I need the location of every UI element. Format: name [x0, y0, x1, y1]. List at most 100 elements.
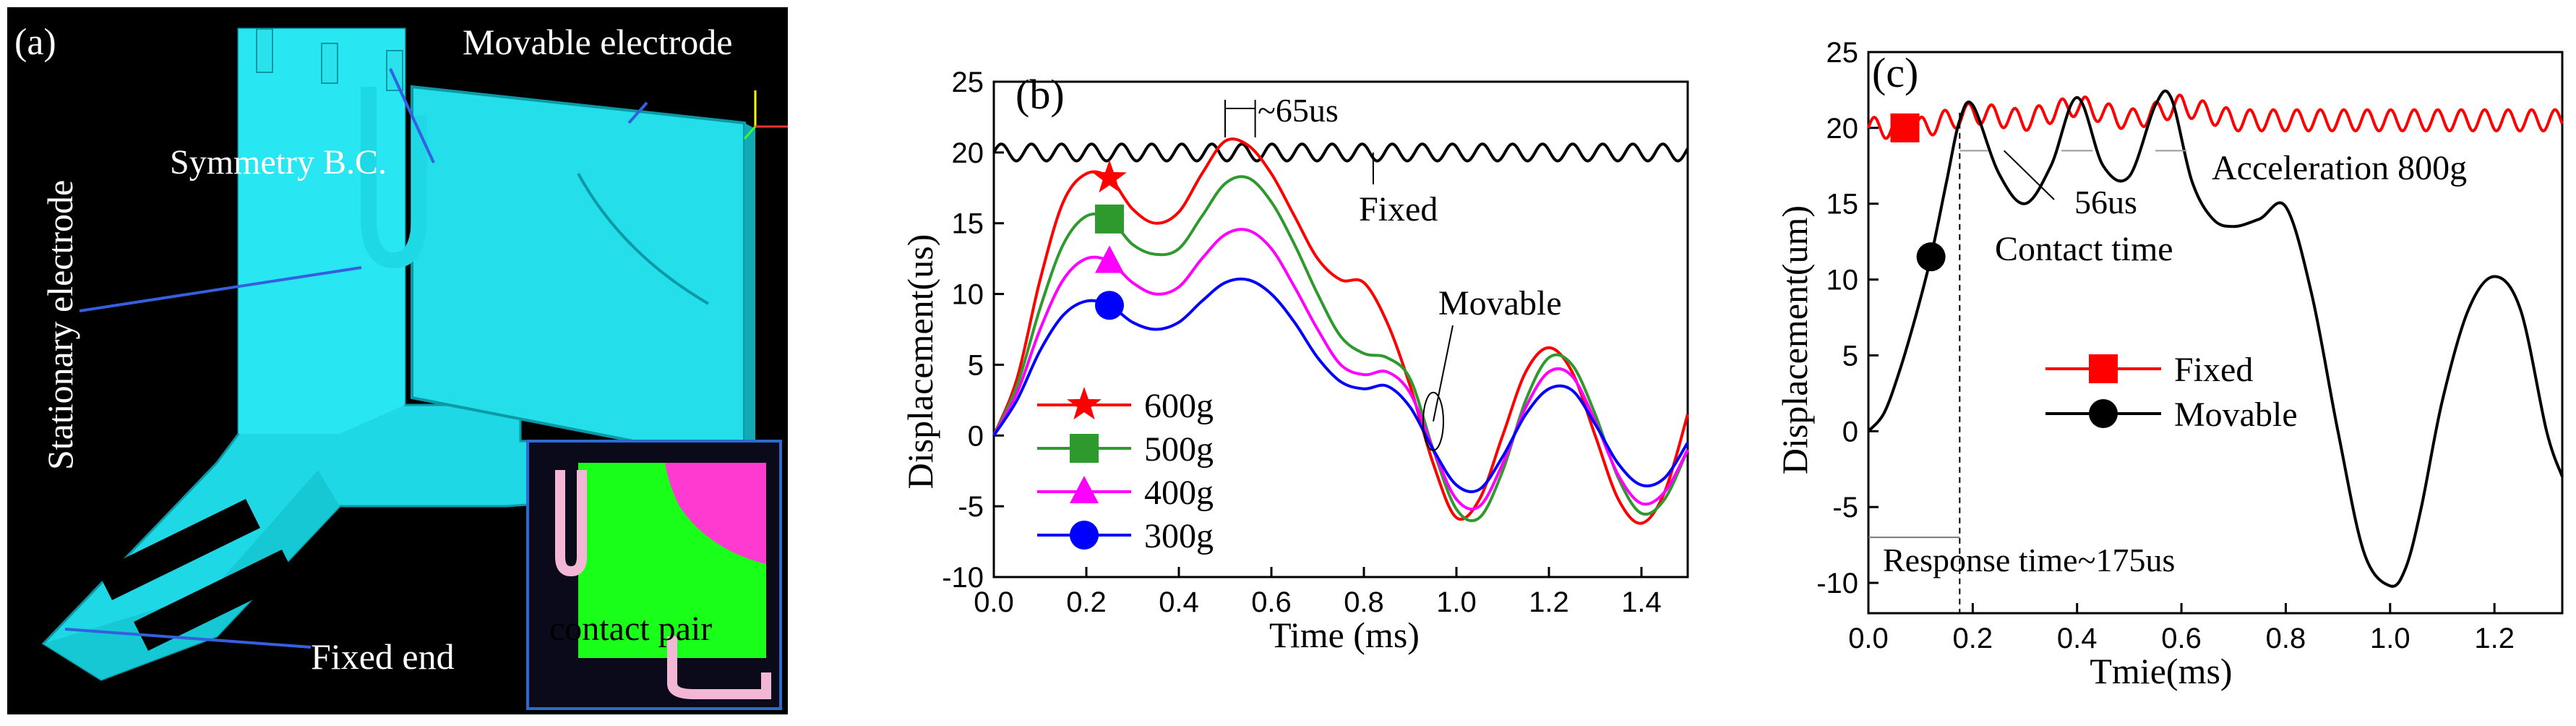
chart-c-ticks: 0.0 0.2 0.4 0.6 0.8 1.0 1.2 -10 -5 0 5 10 15 20 25 — [1816, 37, 2515, 654]
arrow-symmetry — [389, 68, 435, 163]
panel-a-label: (a) — [14, 22, 56, 63]
inset-spring-2 — [667, 636, 771, 699]
chart-c-ytick-label: 25 — [1826, 37, 1859, 69]
arrow-stationary — [79, 266, 362, 312]
base-slot-1 — [98, 499, 260, 600]
chart-b-ytick-label: 0 — [968, 420, 984, 452]
chart-c-xtick-label: 0.8 — [2266, 623, 2306, 654]
chart-b-legend-marker — [1070, 434, 1099, 463]
chart-c-ytick-label: 15 — [1826, 189, 1859, 221]
label-symmetry-bc: Symmetry B.C. — [170, 143, 387, 182]
chart-b-legend: 600g 500g 400g 300g — [1037, 387, 1214, 555]
chart-b-xtick-label: 1.2 — [1529, 586, 1569, 618]
label-stationary-electrode: Stationary electrode — [40, 180, 80, 470]
axis-triad — [743, 90, 788, 140]
chart-c-legend: Fixed Movable — [2045, 351, 2298, 434]
chart-c-marker-fixed — [1890, 113, 1920, 142]
chart-c-ytick-label: 20 — [1826, 113, 1859, 145]
chart-b-ytick-label: -10 — [942, 562, 984, 594]
chart-b-period-annotation: ~65us — [1258, 92, 1339, 129]
chart-c-xlabel: Tmie(ms) — [2090, 651, 2232, 691]
chart-b-ytick-label: 5 — [968, 349, 984, 381]
chart-b-ytick-label: -5 — [958, 491, 984, 523]
chart-b-xtick-label: 0.6 — [1251, 586, 1292, 618]
chart-c-xtick-label: 0.6 — [2161, 623, 2202, 654]
chart-c-axes-box — [1867, 51, 2564, 615]
chart-c-ylabel: Displacement(um) — [1774, 205, 1815, 474]
chart-b-annotation-lines — [1224, 100, 1454, 451]
chart-b-ytick-label: 20 — [952, 137, 984, 169]
chart-c-legend-marker — [2089, 399, 2118, 428]
chart-b-ticks: 0.0 0.2 0.4 0.6 0.8 1.0 1.2 1.4 -10 -5 0 5 10 15 20 25 — [942, 67, 1662, 618]
chart-b-marker-600g — [1092, 160, 1127, 193]
chart-b-legend-label: 500g — [1144, 430, 1214, 469]
chart-b-legend-label: 600g — [1144, 387, 1214, 425]
anchor-2 — [321, 43, 338, 84]
chart-b-legend-label: 300g — [1144, 517, 1214, 555]
chart-c-xtick-label: 1.0 — [2370, 623, 2410, 654]
chart-b-marker-500g — [1095, 204, 1124, 234]
chart-b-legend-marker — [1070, 521, 1099, 550]
chart-c-marker-movable — [1916, 242, 1946, 272]
movable-electrode-plate — [411, 85, 746, 465]
chart-c-ytick-label: -10 — [1816, 568, 1858, 599]
chart-c-ytick-label: 5 — [1842, 340, 1858, 372]
chart-b-series-600g — [992, 137, 1689, 525]
chart-c-xtick-label: 1.2 — [2474, 623, 2515, 654]
chart-c-xtick-label: 0.0 — [1848, 623, 1889, 654]
chart-c-contact-time-annotation: Contact time — [1995, 230, 2173, 268]
chart-b-ytick-label: 15 — [952, 208, 984, 240]
chart-b-movable-annotation: Movable — [1438, 284, 1562, 323]
fixed-end-base — [43, 470, 340, 680]
panel-a: (a) Movable electrode Symmetry B.C. Stat… — [7, 7, 788, 714]
chart-c-ytick-label: 0 — [1842, 416, 1858, 448]
label-movable-electrode: Movable electrode — [463, 22, 732, 62]
chart-b-xtick-label: 0.0 — [974, 586, 1014, 618]
label-fixed-end: Fixed end — [311, 636, 455, 677]
chart-b-marker-300g — [1095, 291, 1124, 320]
chart-b-legend-marker — [1067, 387, 1102, 420]
chart-b-xtick-label: 1.0 — [1436, 586, 1477, 618]
chart-c-legend-label: Movable — [2174, 396, 2298, 434]
chart-c-ytick-label: 10 — [1826, 265, 1859, 296]
chart-b-movable-ellipse — [1422, 391, 1444, 451]
arrow-movable — [627, 101, 648, 124]
chart-b-xtick-label: 0.4 — [1159, 586, 1199, 618]
chart-c-frame — [1867, 51, 2564, 615]
stationary-electrode-arm — [239, 29, 405, 434]
anchor-1 — [256, 28, 273, 73]
inset-spring-1 — [555, 470, 587, 577]
chart-b: (b) 0.0 0.2 0.4 0.6 0.8 1.0 1.2 1.4 -10 -5 0 5 10 15 2… — [900, 67, 1689, 655]
label-contact-pair: contact pair — [549, 610, 712, 648]
chart-c-series-fixed — [1867, 93, 2564, 140]
chart-b-markers — [1092, 160, 1127, 320]
anchor-3 — [386, 50, 403, 91]
chart-b-lines — [992, 137, 1689, 525]
chart-b-movable-pointer — [1433, 325, 1454, 422]
chart-b-panel-label: (b) — [1016, 71, 1065, 118]
chart-b-fixed-annotation: Fixed — [1359, 190, 1438, 229]
chart-c: (c) 0.0 0.2 0.4 0.6 0.8 1.0 1.2 -10 -5 0 5 10 15 20 25… — [1774, 37, 2564, 691]
chart-c-xtick-label: 0.4 — [2057, 623, 2098, 654]
inset-magenta — [665, 463, 766, 564]
chart-b-marker-400g — [1095, 245, 1124, 273]
chart-c-interval-annotation: 56us — [2074, 184, 2137, 221]
chart-c-legend-marker — [2089, 354, 2118, 383]
spring — [361, 87, 427, 269]
chart-c-series-movable — [1867, 89, 2564, 588]
chart-b-series-fixed — [992, 142, 1689, 163]
chart-c-acceleration-annotation: Acceleration 800g — [2212, 149, 2467, 187]
chart-b-xtick-label: 0.2 — [1066, 586, 1107, 618]
panel-a-arrows — [64, 68, 648, 649]
chart-c-lines — [1867, 89, 2564, 588]
chart-c-ytick-label: -5 — [1832, 492, 1858, 524]
chart-b-xtick-label: 0.8 — [1344, 586, 1384, 618]
chart-b-axes-box — [992, 80, 1689, 578]
chart-c-panel-label: (c) — [1872, 49, 1918, 96]
chart-c-legend-label: Fixed — [2174, 351, 2253, 389]
chart-b-ytick-label: 25 — [952, 67, 984, 98]
plate-edge — [744, 123, 755, 469]
chart-b-xlabel: Time (ms) — [1269, 615, 1420, 655]
plate-curve — [577, 173, 710, 305]
